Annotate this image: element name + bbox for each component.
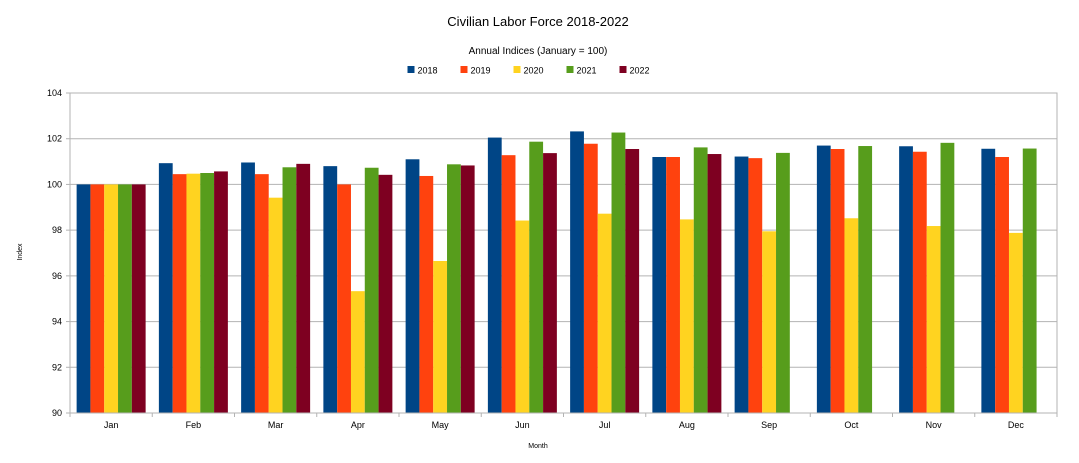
x-tick-label: Nov xyxy=(926,420,943,430)
x-tick-label: Sep xyxy=(761,420,777,430)
bar-2020-jun xyxy=(515,220,530,413)
bar-2018-mar xyxy=(241,162,255,413)
bar-2018-may xyxy=(405,159,420,413)
bar-2022-feb xyxy=(214,171,228,413)
y-tick-label: 104 xyxy=(47,88,62,98)
bar-2022-aug xyxy=(707,154,722,413)
bar-2019-apr xyxy=(337,184,351,413)
bar-2018-nov xyxy=(899,146,913,413)
bar-2020-feb xyxy=(186,173,201,413)
x-tick-label: Oct xyxy=(844,420,859,430)
legend: 2018 2019 2020 2021 2022 xyxy=(407,66,650,76)
bar-2018-aug xyxy=(652,157,667,413)
bars xyxy=(76,131,1037,414)
bar-2021-jan xyxy=(118,184,132,413)
bar-2021-aug xyxy=(693,147,708,413)
bar-2018-jul xyxy=(570,131,584,413)
bar-2019-oct xyxy=(830,149,845,413)
y-tick-label: 100 xyxy=(47,179,62,189)
y-tick-label: 90 xyxy=(52,408,62,418)
bar-2019-nov xyxy=(912,151,927,413)
bar-2018-feb xyxy=(158,163,173,413)
legend-label-2019: 2019 xyxy=(471,66,491,76)
bar-2019-mar xyxy=(254,174,269,413)
bar-2020-may xyxy=(433,261,448,413)
y-axis-label: Index xyxy=(17,243,24,261)
bar-2019-jan xyxy=(90,184,105,413)
bar-2022-mar xyxy=(296,163,311,413)
bar-2020-nov xyxy=(926,226,941,413)
bar-2019-feb xyxy=(172,174,187,413)
legend-swatch-2022 xyxy=(619,66,627,73)
bar-2018-apr xyxy=(323,166,338,413)
legend-swatch-2021 xyxy=(566,66,574,73)
bar-2021-sep xyxy=(776,152,790,413)
y-tick-label: 94 xyxy=(52,317,62,327)
x-tick-label: May xyxy=(432,420,450,430)
bar-2022-jan xyxy=(131,184,146,413)
bar-2020-aug xyxy=(679,219,694,413)
bar-2019-dec xyxy=(995,157,1009,413)
x-tick-label: Jul xyxy=(599,420,611,430)
x-axis-ticks: Jan Feb Mar Apr May Jun Jul Aug Sep Oct Nov Dec xyxy=(69,413,1058,430)
bar-2020-jul xyxy=(597,213,612,413)
bar-2022-apr xyxy=(378,174,393,413)
bar-2020-apr xyxy=(350,291,365,413)
bar-2022-jul xyxy=(625,149,640,413)
y-tick-label: 98 xyxy=(52,225,62,235)
bar-2021-jun xyxy=(529,141,544,413)
y-tick-label: 96 xyxy=(52,271,62,281)
x-tick-label: Feb xyxy=(186,420,202,430)
bar-2018-oct xyxy=(816,145,831,414)
bar-2018-sep xyxy=(734,156,749,414)
legend-label-2020: 2020 xyxy=(524,66,544,76)
grid xyxy=(70,92,1057,414)
bar-2022-jun xyxy=(543,153,557,413)
x-axis-label: Month xyxy=(528,443,548,450)
legend-label-2021: 2021 xyxy=(577,66,597,76)
chart-subtitle: Annual Indices (January = 100) xyxy=(469,46,608,57)
bar-2021-feb xyxy=(200,173,215,413)
chart-title: Civilian Labor Force 2018-2022 xyxy=(447,14,628,29)
bar-2020-mar xyxy=(268,197,283,413)
legend-swatch-2020 xyxy=(513,66,521,73)
bar-2018-dec xyxy=(981,148,996,413)
bar-2021-mar xyxy=(282,167,297,413)
legend-swatch-2019 xyxy=(460,66,468,73)
x-tick-label: Jun xyxy=(515,420,530,430)
bar-2021-nov xyxy=(940,142,955,414)
y-tick-label: 102 xyxy=(47,134,62,144)
bar-2022-may xyxy=(460,165,475,413)
bar-2021-oct xyxy=(858,146,873,413)
bar-2020-dec xyxy=(1008,232,1023,413)
bar-2020-oct xyxy=(844,218,859,413)
x-tick-label: Jan xyxy=(104,420,119,430)
x-tick-label: Mar xyxy=(268,420,284,430)
bar-2021-may xyxy=(447,164,461,413)
bar-2018-jan xyxy=(76,184,91,413)
y-axis-ticks: 90 92 94 96 98 100 102 104 xyxy=(47,88,70,418)
bar-2020-sep xyxy=(762,231,777,413)
bar-2021-dec xyxy=(1022,148,1037,414)
y-tick-label: 92 xyxy=(52,362,62,372)
bar-2019-aug xyxy=(666,157,680,413)
legend-label-2018: 2018 xyxy=(418,66,438,76)
legend-label-2022: 2022 xyxy=(630,66,650,76)
bar-2018-jun xyxy=(487,137,502,414)
bar-2019-jul xyxy=(583,143,598,413)
bar-2019-may xyxy=(419,175,434,413)
legend-swatch-2018 xyxy=(407,66,415,73)
plot-area xyxy=(69,92,1058,414)
bar-2019-jun xyxy=(501,155,516,413)
bar-2021-jul xyxy=(611,132,626,414)
x-tick-label: Aug xyxy=(679,420,695,430)
x-tick-label: Apr xyxy=(351,420,365,430)
bar-2021-apr xyxy=(364,167,379,413)
x-tick-label: Dec xyxy=(1008,420,1025,430)
bar-2020-jan xyxy=(104,184,119,413)
bar-2019-sep xyxy=(748,158,763,413)
